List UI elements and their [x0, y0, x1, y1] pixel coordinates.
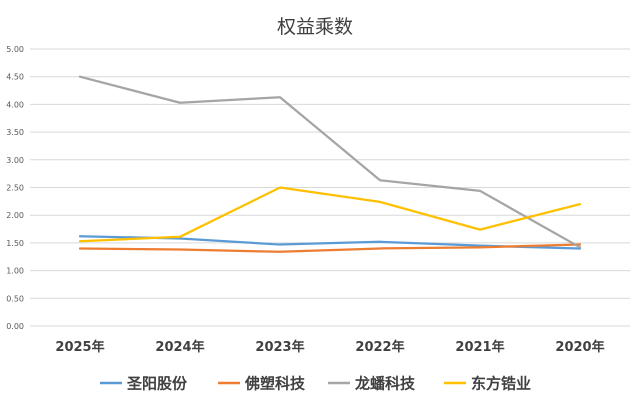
y-tick-label: 0.50 [6, 294, 24, 303]
chart-title: 权益乘数 [277, 16, 353, 38]
x-tick-label: 2020年 [555, 339, 604, 355]
y-tick-label: 0.00 [6, 322, 24, 331]
y-tick-label: 3.50 [6, 128, 24, 137]
x-tick-label: 2025年 [55, 339, 104, 355]
y-tick-label: 1.00 [6, 267, 24, 276]
x-tick-label: 2021年 [455, 339, 504, 355]
x-tick-label: 2024年 [155, 339, 204, 355]
x-tick-label: 2023年 [255, 339, 304, 355]
y-tick-label: 5.00 [6, 45, 24, 54]
x-axis-ticks: 2025年 2024年 2023年 2022年 2021年 2020年 [55, 339, 604, 355]
y-tick-label: 2.00 [6, 211, 24, 220]
legend: 圣阳股份 佛塑科技 龙蟠科技 东方锆业 [100, 375, 531, 393]
y-tick-label: 3.00 [6, 156, 24, 165]
series-line-3 [78, 186, 582, 243]
series-line-1 [78, 243, 582, 253]
legend-label: 东方锆业 [471, 375, 531, 393]
x-tick-label: 2022年 [355, 339, 404, 355]
y-tick-label: 4.50 [6, 73, 24, 82]
series-lines [78, 75, 582, 253]
y-tick-label: 4.00 [6, 100, 24, 109]
gridlines [30, 48, 630, 327]
y-tick-label: 1.50 [6, 239, 24, 248]
y-tick-label: 2.50 [6, 184, 24, 193]
y-axis-ticks: 0.00 0.50 1.00 1.50 2.00 2.50 3.00 3.50 4.00 4.50… [6, 45, 24, 331]
legend-label: 龙蟠科技 [354, 375, 416, 393]
legend-label: 佛塑科技 [244, 375, 306, 393]
legend-label: 圣阳股份 [126, 375, 188, 393]
series-line-2 [78, 75, 582, 249]
